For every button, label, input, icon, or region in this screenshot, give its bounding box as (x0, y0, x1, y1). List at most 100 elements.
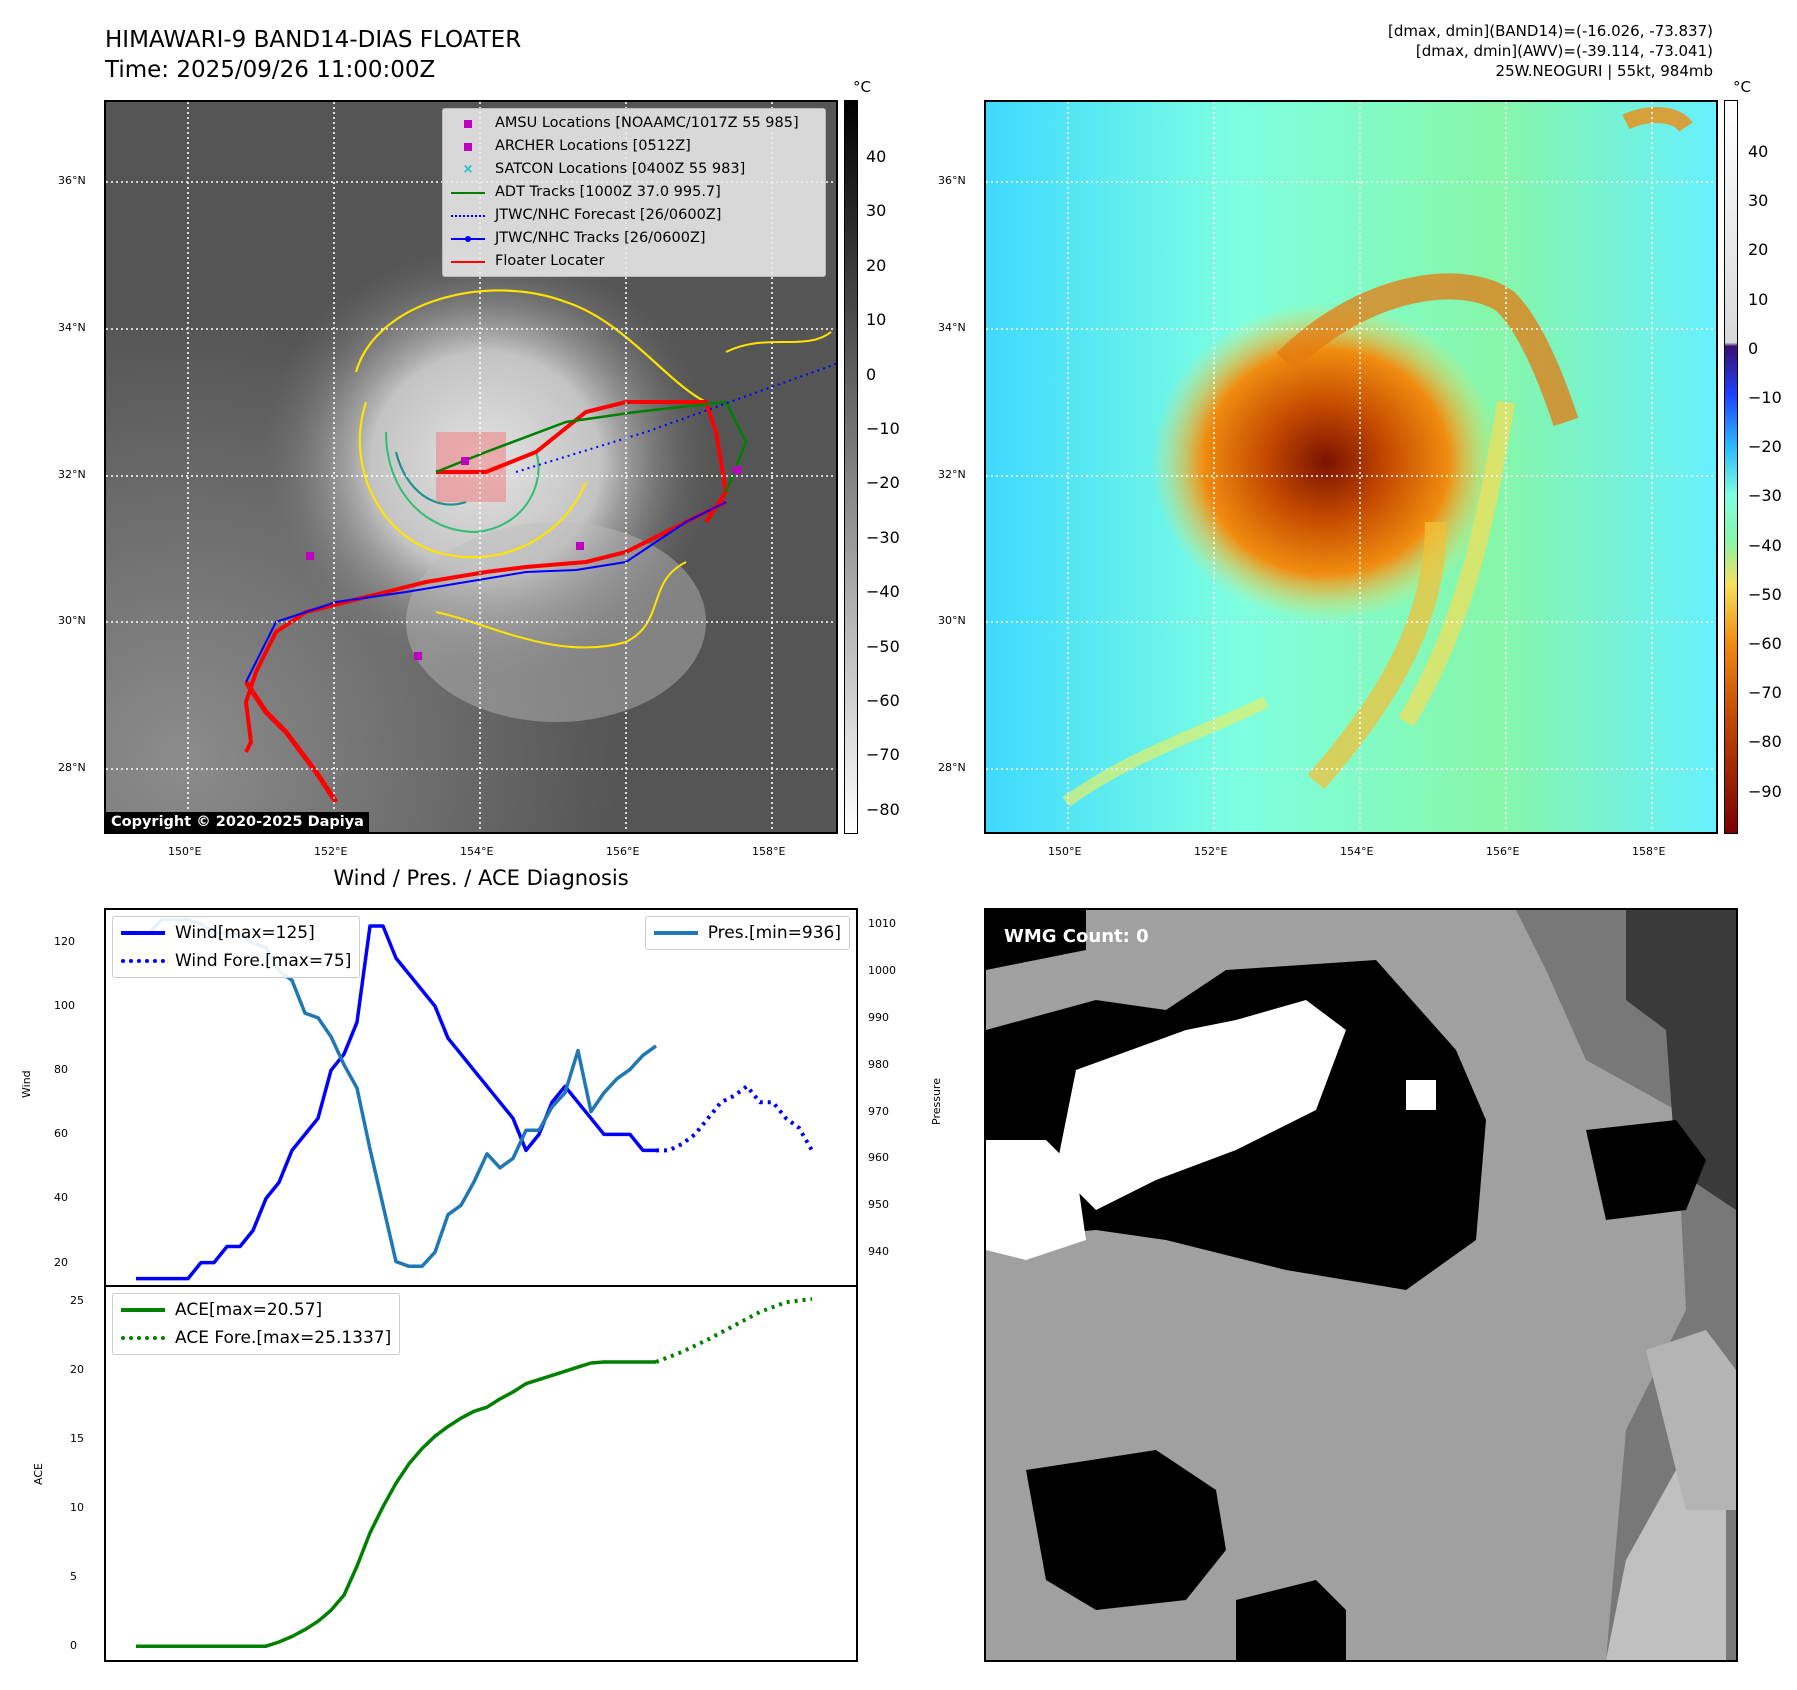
awv-lat-tick-32: 32°N (938, 468, 966, 481)
ace-tick-2: 10 (70, 1501, 84, 1515)
legend-adt-label: ADT Tracks [1000Z 37.0 995.7] (495, 184, 721, 200)
lat-tick-28: 28°N (58, 761, 86, 774)
wind-fore-legend-label: Wind Fore.[max=75] (175, 951, 352, 971)
pressure-axis-label: Pressure (930, 1078, 943, 1125)
lon-tick-156: 156°E (606, 845, 640, 858)
legend-adt: ADT Tracks [1000Z 37.0 995.7] (449, 181, 819, 204)
ir-colorbar-tick-0: 40 (866, 147, 887, 166)
pressure-tick-2: 960 (868, 1151, 889, 1165)
awv-map-gridlines (986, 102, 1716, 832)
wmg-count-label: WMG Count: 0 (1004, 926, 1149, 947)
awv-lon-tick-156: 156°E (1486, 845, 1520, 858)
ace-fore-legend-label: ACE Fore.[max=25.1337] (175, 1328, 392, 1348)
legend-jtwc-forecast: JTWC/NHC Forecast [26/0600Z] (449, 204, 819, 227)
ir-colorbar-tick-3: 10 (866, 310, 887, 330)
lon-tick-158: 158°E (752, 845, 786, 858)
ir-colorbar-tick-12: −80 (866, 799, 900, 819)
awv-colorbar-unit: °C (1733, 78, 1751, 96)
ace-legend-label: ACE[max=20.57] (175, 1300, 323, 1320)
awv-colorbar-tick-0: 40 (1748, 142, 1769, 161)
ir-colorbar-tick-11: −70 (866, 745, 900, 765)
awv-colorbar-tick-11: −70 (1748, 683, 1782, 703)
wmg-image (986, 910, 1736, 1660)
lon-tick-150: 150°E (168, 845, 202, 858)
ace-legend-row: ACE[max=20.57] (121, 1296, 391, 1324)
legend-floater: Floater Locater (449, 250, 819, 273)
info-awv: [dmax, dmin](AWV)=(-39.114, -73.041) (1415, 42, 1713, 60)
ace-legend: ACE[max=20.57] ACE Fore.[max=25.1337] (112, 1293, 401, 1355)
lon-tick-154: 154°E (460, 845, 494, 858)
ace-tick-3: 15 (70, 1431, 84, 1445)
map-legend: AMSU Locations [NOAAMC/1017Z 55 985] ARC… (442, 108, 826, 277)
wind-fore-legend-row: Wind Fore.[max=75] (121, 947, 351, 975)
pressure-tick-4: 980 (868, 1057, 889, 1071)
ace-tick-4: 20 (70, 1362, 84, 1376)
awv-colorbar (1724, 100, 1738, 834)
ir-colorbar-tick-2: 20 (866, 255, 887, 275)
ace-panel: ACE[max=20.57] ACE Fore.[max=25.1337] (104, 1285, 858, 1662)
pres-legend: Pres.[min=936] (644, 916, 850, 950)
ir-colorbar-tick-7: −30 (866, 527, 900, 547)
ace-series-0 (136, 1360, 656, 1648)
legend-archer: ARCHER Locations [0512Z] (449, 135, 819, 158)
wmg-panel: WMG Count: 0 (984, 908, 1738, 1662)
awv-colorbar-tick-4: 0 (1748, 338, 1759, 358)
wind-axis-label: Wind (20, 1070, 33, 1098)
awv-map-image (986, 102, 1716, 832)
pressure-tick-7: 1010 (868, 917, 896, 931)
ace-fore-legend-row: ACE Fore.[max=25.1337] (121, 1324, 391, 1352)
wind-tick-4: 100 (54, 999, 75, 1013)
awv-lat-tick-30: 30°N (938, 614, 966, 627)
pressure-tick-3: 970 (868, 1104, 889, 1118)
wind-tick-2: 60 (54, 1127, 68, 1141)
wind-legend-label: Wind[max=125] (175, 923, 315, 943)
legend-amsu-label: AMSU Locations [NOAAMC/1017Z 55 985] (495, 115, 799, 131)
awv-lon-tick-150: 150°E (1048, 845, 1082, 858)
awv-colorbar-tick-7: −30 (1748, 486, 1782, 506)
wind-tick-3: 80 (54, 1063, 68, 1077)
awv-colorbar-tick-5: −10 (1748, 388, 1782, 407)
legend-satcon: × SATCON Locations [0400Z 55 983] (449, 158, 819, 181)
ir-colorbar-tick-4: 0 (866, 364, 877, 384)
awv-lat-tick-28: 28°N (938, 761, 966, 774)
ace-axis-label: ACE (32, 1463, 45, 1485)
figure-time: Time: 2025/09/26 11:00:00Z (105, 57, 436, 83)
ace-plot (136, 1297, 813, 1648)
awv-lat-tick-34: 34°N (938, 321, 966, 334)
wind-tick-1: 40 (54, 1191, 68, 1205)
diagnosis-title: Wind / Pres. / ACE Diagnosis (333, 866, 629, 890)
awv-lon-tick-158: 158°E (1632, 845, 1666, 858)
ace-tick-0: 0 (70, 1639, 77, 1653)
lon-tick-152: 152°E (314, 845, 348, 858)
ir-colorbar (844, 100, 858, 834)
ace-series-1 (655, 1297, 813, 1364)
awv-colorbar-tick-2: 20 (1748, 240, 1769, 260)
pres-legend-row: Pres.[min=936] (653, 919, 841, 947)
figure-title: HIMAWARI-9 BAND14-DIAS FLOATER (105, 27, 522, 53)
awv-lat-tick-36: 36°N (938, 174, 966, 187)
awv-colorbar-tick-1: 30 (1748, 191, 1769, 211)
pressure-tick-5: 990 (868, 1010, 889, 1024)
ir-colorbar-tick-5: −10 (866, 419, 900, 438)
copyright-label: Copyright © 2020-2025 Dapiya (106, 812, 369, 832)
pressure-tick-1: 950 (868, 1198, 889, 1212)
ir-colorbar-tick-6: −20 (866, 473, 900, 493)
legend-floater-label: Floater Locater (495, 253, 605, 269)
legend-amsu: AMSU Locations [NOAAMC/1017Z 55 985] (449, 112, 819, 135)
lat-tick-32: 32°N (58, 468, 86, 481)
wind-pressure-panel: Wind[max=125] Wind Fore.[max=75] Pres.[m… (104, 908, 858, 1287)
legend-jtwc-tracks: JTWC/NHC Tracks [26/0600Z] (449, 227, 819, 250)
awv-colorbar-tick-13: −90 (1748, 781, 1782, 801)
legend-jtwc-tracks-label: JTWC/NHC Tracks [26/0600Z] (495, 230, 706, 246)
ace-tick-5: 25 (70, 1293, 84, 1307)
wind-pressure-series-1 (656, 1084, 814, 1153)
ir-colorbar-tick-8: −40 (866, 582, 900, 602)
lat-tick-34: 34°N (58, 321, 86, 334)
awv-colorbar-tick-9: −50 (1748, 584, 1782, 604)
legend-satcon-label: SATCON Locations [0400Z 55 983] (495, 161, 746, 177)
awv-lon-tick-152: 152°E (1194, 845, 1228, 858)
wind-tick-5: 120 (54, 935, 75, 949)
ir-map-panel: AMSU Locations [NOAAMC/1017Z 55 985] ARC… (104, 100, 838, 834)
info-band14: [dmax, dmin](BAND14)=(-16.026, -73.837) (1388, 22, 1713, 40)
wind-tick-0: 20 (54, 1255, 68, 1269)
